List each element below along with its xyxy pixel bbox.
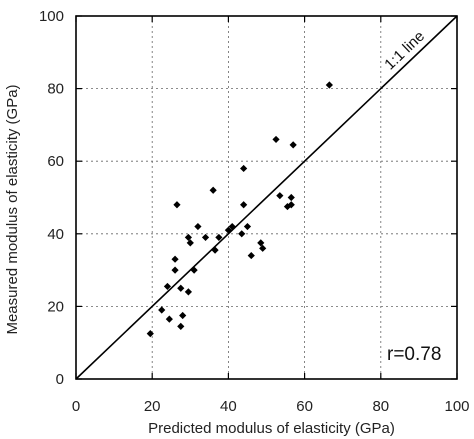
data-point [146, 330, 154, 338]
data-point [209, 186, 217, 194]
y-tick-label: 60 [47, 153, 64, 170]
data-point [158, 306, 166, 314]
y-tick-label: 20 [47, 298, 64, 315]
plot-frame [75, 15, 458, 380]
data-point [179, 311, 187, 320]
data-point [224, 226, 232, 234]
y-tick-label: 100 [39, 8, 64, 25]
data-point [190, 266, 198, 274]
data-point [194, 222, 202, 231]
data-point [177, 322, 185, 330]
data-point [238, 230, 246, 238]
y-tick-label: 40 [47, 226, 64, 243]
data-point [243, 222, 252, 231]
data-point [240, 201, 248, 209]
data-point [276, 192, 284, 200]
correlation-annotation: r=0.78 [387, 344, 441, 365]
data-point [325, 81, 333, 89]
x-tick-label: 100 [444, 398, 469, 415]
axis-ticks: 0 20 40 60 80 100 0 20 40 60 80 100 [39, 8, 470, 415]
x-tick-label: 20 [144, 398, 161, 415]
x-tick-label: 40 [220, 398, 237, 415]
data-point [289, 141, 297, 149]
x-axis-label: Predicted modulus of elasticity (GPa) [148, 420, 395, 437]
data-point [171, 255, 179, 263]
y-axis-label: Measured modulus of elasticity (GPa) [4, 84, 21, 334]
data-point [247, 251, 255, 260]
data-point [201, 233, 210, 242]
data-point [272, 135, 280, 144]
data-points [146, 81, 333, 338]
data-point [287, 193, 295, 202]
y-tick-label: 80 [47, 81, 64, 98]
data-point [257, 239, 265, 247]
data-point [184, 288, 192, 296]
data-point [171, 266, 179, 274]
x-tick-label: 80 [372, 398, 389, 415]
data-point [173, 201, 181, 209]
x-tick-label: 60 [296, 398, 313, 415]
one-to-one-line [75, 15, 458, 380]
y-tick-label: 0 [56, 371, 64, 388]
data-point [163, 282, 172, 291]
data-point [177, 284, 185, 292]
data-point [287, 201, 295, 209]
grid [76, 16, 457, 379]
data-point [211, 246, 219, 254]
data-point [184, 233, 192, 242]
data-point [283, 202, 292, 211]
data-point [215, 233, 223, 242]
data-point [186, 239, 194, 247]
data-point [259, 244, 267, 252]
data-point [165, 315, 173, 323]
x-tick-label: 0 [72, 398, 80, 415]
data-point [240, 164, 248, 173]
data-point [228, 222, 236, 231]
